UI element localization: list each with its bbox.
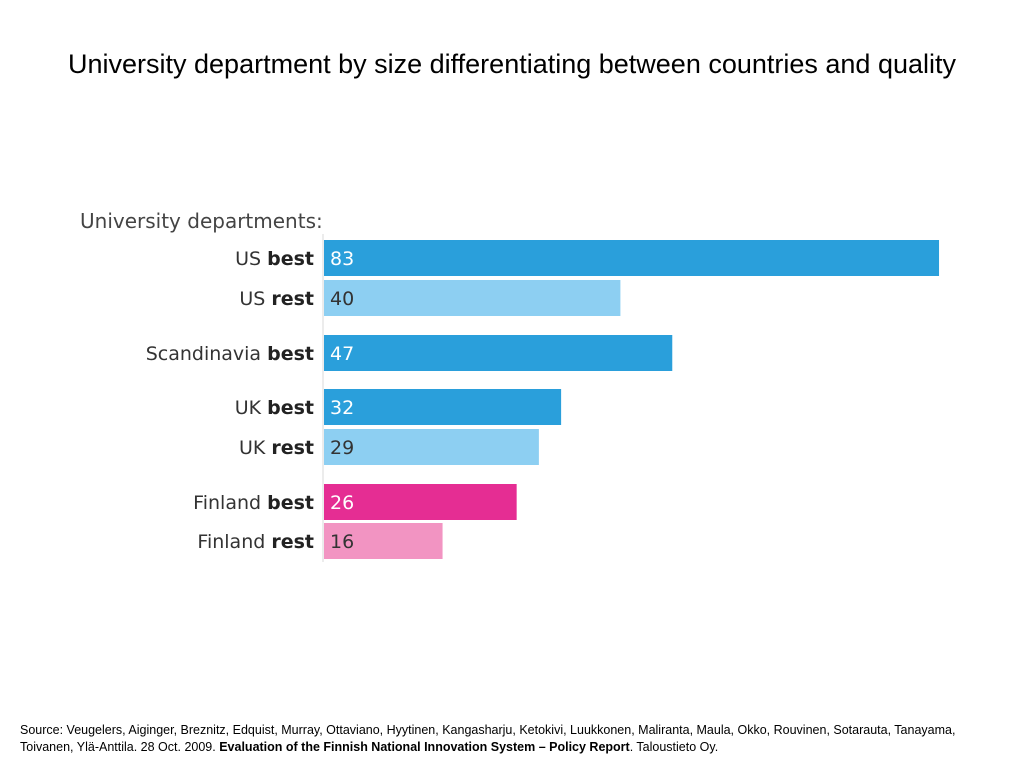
category-region: Scandinavia (146, 343, 267, 365)
category-label: US best (235, 248, 314, 270)
category-label: UK best (235, 397, 314, 419)
source-publisher: . Taloustieto Oy. (629, 740, 719, 754)
category-label: Finland best (193, 492, 314, 514)
bar-uk-best (324, 389, 562, 425)
bar-value-label: 32 (330, 397, 354, 419)
bar-value-label: 40 (330, 288, 354, 310)
category-region: US (239, 288, 271, 310)
bar-value-label: 26 (330, 492, 354, 514)
category-region: UK (239, 437, 271, 459)
category-quality: best (267, 248, 314, 270)
bar-value-label: 83 (330, 248, 354, 270)
category-label: Scandinavia best (146, 343, 314, 365)
category-quality: rest (271, 288, 314, 310)
category-label: Finland rest (197, 531, 314, 553)
source-citation: Source: Veugelers, Aiginger, Breznitz, E… (20, 722, 1010, 756)
source-report-title: Evaluation of the Finnish National Innov… (219, 740, 630, 754)
bar-uk-rest (324, 429, 539, 465)
bar-us-best (324, 240, 940, 276)
category-label: US rest (239, 288, 314, 310)
source-text: Source: Veugelers, Aiginger, Breznitz, E… (20, 723, 956, 754)
bar-finland-best (324, 484, 517, 520)
bar-value-label: 16 (330, 531, 354, 553)
category-quality: best (267, 492, 314, 514)
bar-value-label: 47 (330, 343, 354, 365)
category-region: US (235, 248, 267, 270)
category-quality: rest (271, 531, 314, 553)
category-region: Finland (193, 492, 267, 514)
category-quality: rest (271, 437, 314, 459)
bar-us-rest (324, 280, 621, 316)
category-region: UK (235, 397, 267, 419)
category-quality: best (267, 397, 314, 419)
category-quality: best (267, 343, 314, 365)
bar-scandinavia-best (324, 335, 673, 371)
bar-finland-rest (324, 523, 443, 559)
category-label: UK rest (239, 437, 314, 459)
category-region: Finland (197, 531, 271, 553)
page-title: University department by size differenti… (68, 49, 956, 79)
chart-header: University departments: (80, 209, 323, 233)
bar-value-label: 29 (330, 437, 354, 459)
